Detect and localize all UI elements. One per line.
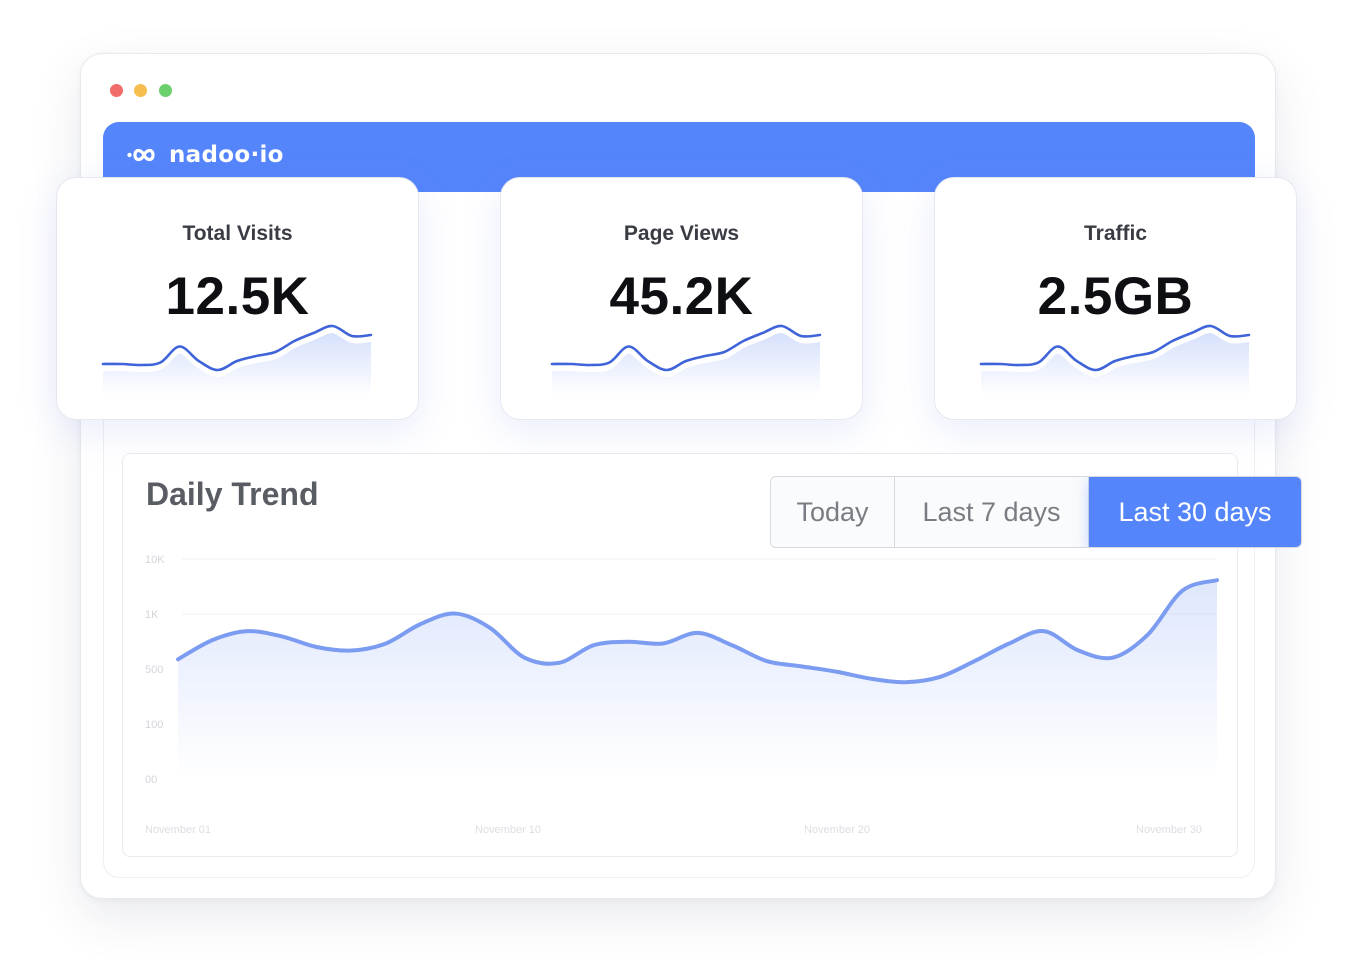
y-tick-label: 100 <box>145 719 163 731</box>
stat-card-traffic: Traffic 2.5GB <box>934 177 1297 420</box>
stat-card-page-views: Page Views 45.2K <box>500 177 863 420</box>
chart-title: Daily Trend <box>146 476 319 512</box>
stat-label: Traffic <box>1083 222 1148 245</box>
x-tick-label: November 30 <box>1136 824 1202 836</box>
brand-name: nadoo·io <box>169 142 284 168</box>
sparkline-highlight <box>550 326 823 378</box>
infinity-logo-icon <box>127 148 155 162</box>
window-maximize-icon[interactable] <box>159 84 172 97</box>
sparkline-line <box>550 324 822 372</box>
sparkline-line <box>101 324 373 372</box>
range-last-7-days-button[interactable]: Last 7 days <box>895 477 1089 547</box>
y-tick-label: 1K <box>145 609 159 621</box>
stat-value: 2.5GB <box>1037 267 1194 326</box>
sparkline-highlight <box>979 326 1252 378</box>
stat-card-total-visits: Total Visits 12.5K <box>56 177 419 420</box>
sparkline-highlight <box>101 326 374 378</box>
x-tick-label: November 20 <box>804 824 870 836</box>
brand-logo[interactable]: nadoo·io <box>127 142 284 168</box>
sparkline-line <box>979 324 1251 372</box>
window-minimize-icon[interactable] <box>134 84 147 97</box>
y-tick-label: 500 <box>145 664 163 676</box>
x-tick-label: November 01 <box>145 824 211 836</box>
sparkline-chart <box>979 324 1252 396</box>
stat-value: 12.5K <box>165 267 310 326</box>
date-range-selector: Today Last 7 days Last 30 days <box>770 476 1302 548</box>
range-today-button[interactable]: Today <box>771 477 895 547</box>
sparkline-chart <box>550 324 823 396</box>
daily-trend-chart: 10K 1K 500 100 00 November 01 November 10 Novem… <box>145 554 1219 836</box>
x-tick-label: November 10 <box>475 824 541 836</box>
trend-area <box>178 580 1217 779</box>
stat-label: Page Views <box>623 222 740 245</box>
range-last-30-days-button[interactable]: Last 30 days <box>1089 477 1301 547</box>
stat-value: 45.2K <box>609 267 754 326</box>
sparkline-chart <box>101 324 374 396</box>
stat-label: Total Visits <box>182 222 293 245</box>
trend-line <box>176 578 1219 685</box>
window-close-icon[interactable] <box>110 84 123 97</box>
y-tick-label: 10K <box>145 554 165 566</box>
y-tick-label: 00 <box>145 774 157 786</box>
